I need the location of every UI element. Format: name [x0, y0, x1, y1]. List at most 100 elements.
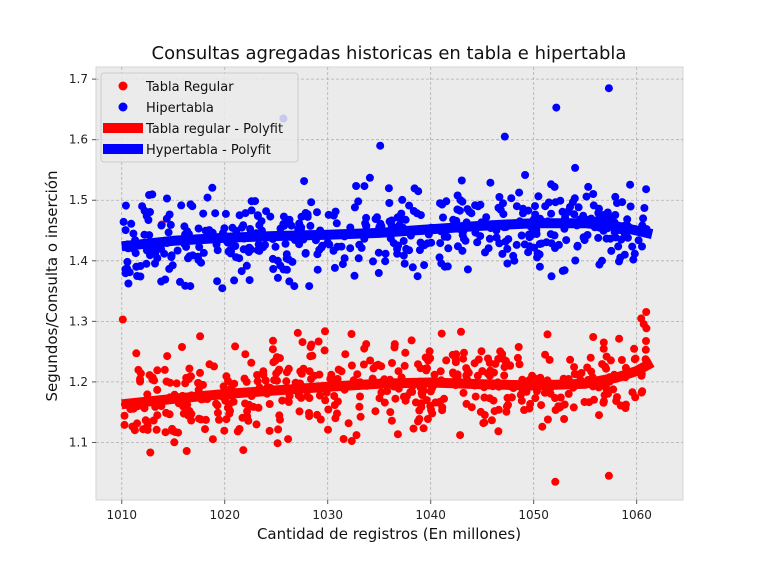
data-point [408, 263, 417, 272]
data-point [543, 330, 552, 339]
data-point [276, 415, 284, 424]
polyfit-line-1 [121, 218, 654, 252]
data-point [187, 409, 196, 418]
data-point [341, 350, 350, 359]
data-point [195, 243, 204, 251]
data-point [261, 376, 270, 385]
data-point [352, 182, 361, 190]
data-point [307, 198, 316, 207]
data-point [313, 250, 322, 259]
data-point [462, 399, 471, 408]
data-point [555, 403, 564, 412]
data-point [503, 259, 512, 268]
data-point [520, 406, 529, 414]
data-point [579, 233, 588, 242]
data-point [400, 361, 409, 370]
data-point [120, 420, 129, 429]
data-point [266, 212, 275, 221]
data-point [485, 371, 494, 380]
data-point [285, 277, 294, 286]
data-point [513, 353, 522, 362]
data-point [535, 262, 544, 271]
data-point [306, 221, 315, 230]
data-point [273, 256, 282, 265]
data-point [252, 420, 261, 429]
data-point [426, 354, 435, 363]
data-point [172, 379, 181, 388]
data-point [290, 282, 299, 291]
data-point [323, 238, 332, 247]
data-point [327, 370, 336, 379]
data-point [315, 391, 324, 400]
data-point [494, 405, 503, 414]
y-tick-label: 1.3 [69, 314, 88, 328]
data-point [201, 425, 209, 434]
data-point [313, 265, 322, 274]
y-tick-label: 1.5 [69, 193, 88, 207]
data-point [399, 251, 408, 260]
data-point [569, 403, 578, 412]
data-point [517, 231, 526, 240]
data-point [534, 192, 543, 201]
data-point [388, 359, 396, 367]
data-point [474, 355, 483, 364]
data-point [626, 180, 635, 189]
series-0-points [118, 220, 651, 486]
data-point [362, 222, 371, 231]
data-point [300, 177, 309, 186]
data-point [374, 248, 383, 257]
chart-title: Consultas agregadas historicas en tabla … [152, 43, 627, 64]
data-point [199, 380, 207, 389]
data-point [503, 244, 512, 253]
data-point [305, 282, 314, 291]
legend-swatch-tabla-polyfit [103, 123, 143, 133]
data-point [241, 209, 250, 218]
data-point [405, 246, 414, 255]
data-point [230, 379, 239, 388]
data-point [225, 409, 234, 418]
data-point [360, 182, 369, 191]
x-tick-label: 1050 [518, 508, 549, 522]
data-point [492, 233, 501, 242]
data-point [435, 253, 444, 262]
data-point [515, 188, 524, 197]
data-point [239, 221, 248, 230]
data-point [438, 199, 447, 208]
data-point [219, 382, 228, 391]
data-point [532, 230, 541, 238]
data-point [547, 272, 556, 281]
data-point [602, 352, 611, 361]
data-point [604, 471, 613, 480]
data-point [369, 257, 377, 266]
data-point [163, 352, 172, 361]
data-point [377, 388, 386, 397]
legend-marker-hipertabla [118, 102, 128, 112]
data-point [621, 404, 630, 412]
data-point [504, 400, 512, 409]
data-point [193, 252, 202, 261]
data-point [215, 415, 223, 424]
x-tick-label: 1040 [415, 508, 446, 522]
data-point [415, 415, 424, 423]
data-point [152, 425, 161, 434]
data-point [140, 230, 149, 239]
data-point [359, 360, 368, 369]
data-point [334, 365, 343, 374]
data-point [213, 277, 222, 286]
data-point [320, 346, 329, 355]
data-point [271, 242, 280, 251]
data-point [435, 397, 444, 406]
data-point [521, 171, 530, 179]
data-point [253, 246, 262, 255]
data-point [486, 178, 495, 187]
data-point [419, 241, 428, 250]
data-point [369, 364, 378, 373]
data-point [484, 354, 492, 363]
data-point [453, 191, 462, 200]
data-point [132, 349, 141, 358]
y-tick-label: 1.7 [69, 72, 88, 86]
y-tick-label: 1.4 [69, 254, 88, 268]
data-point [353, 370, 362, 379]
x-tick-label: 1060 [621, 508, 652, 522]
data-point [330, 263, 339, 272]
